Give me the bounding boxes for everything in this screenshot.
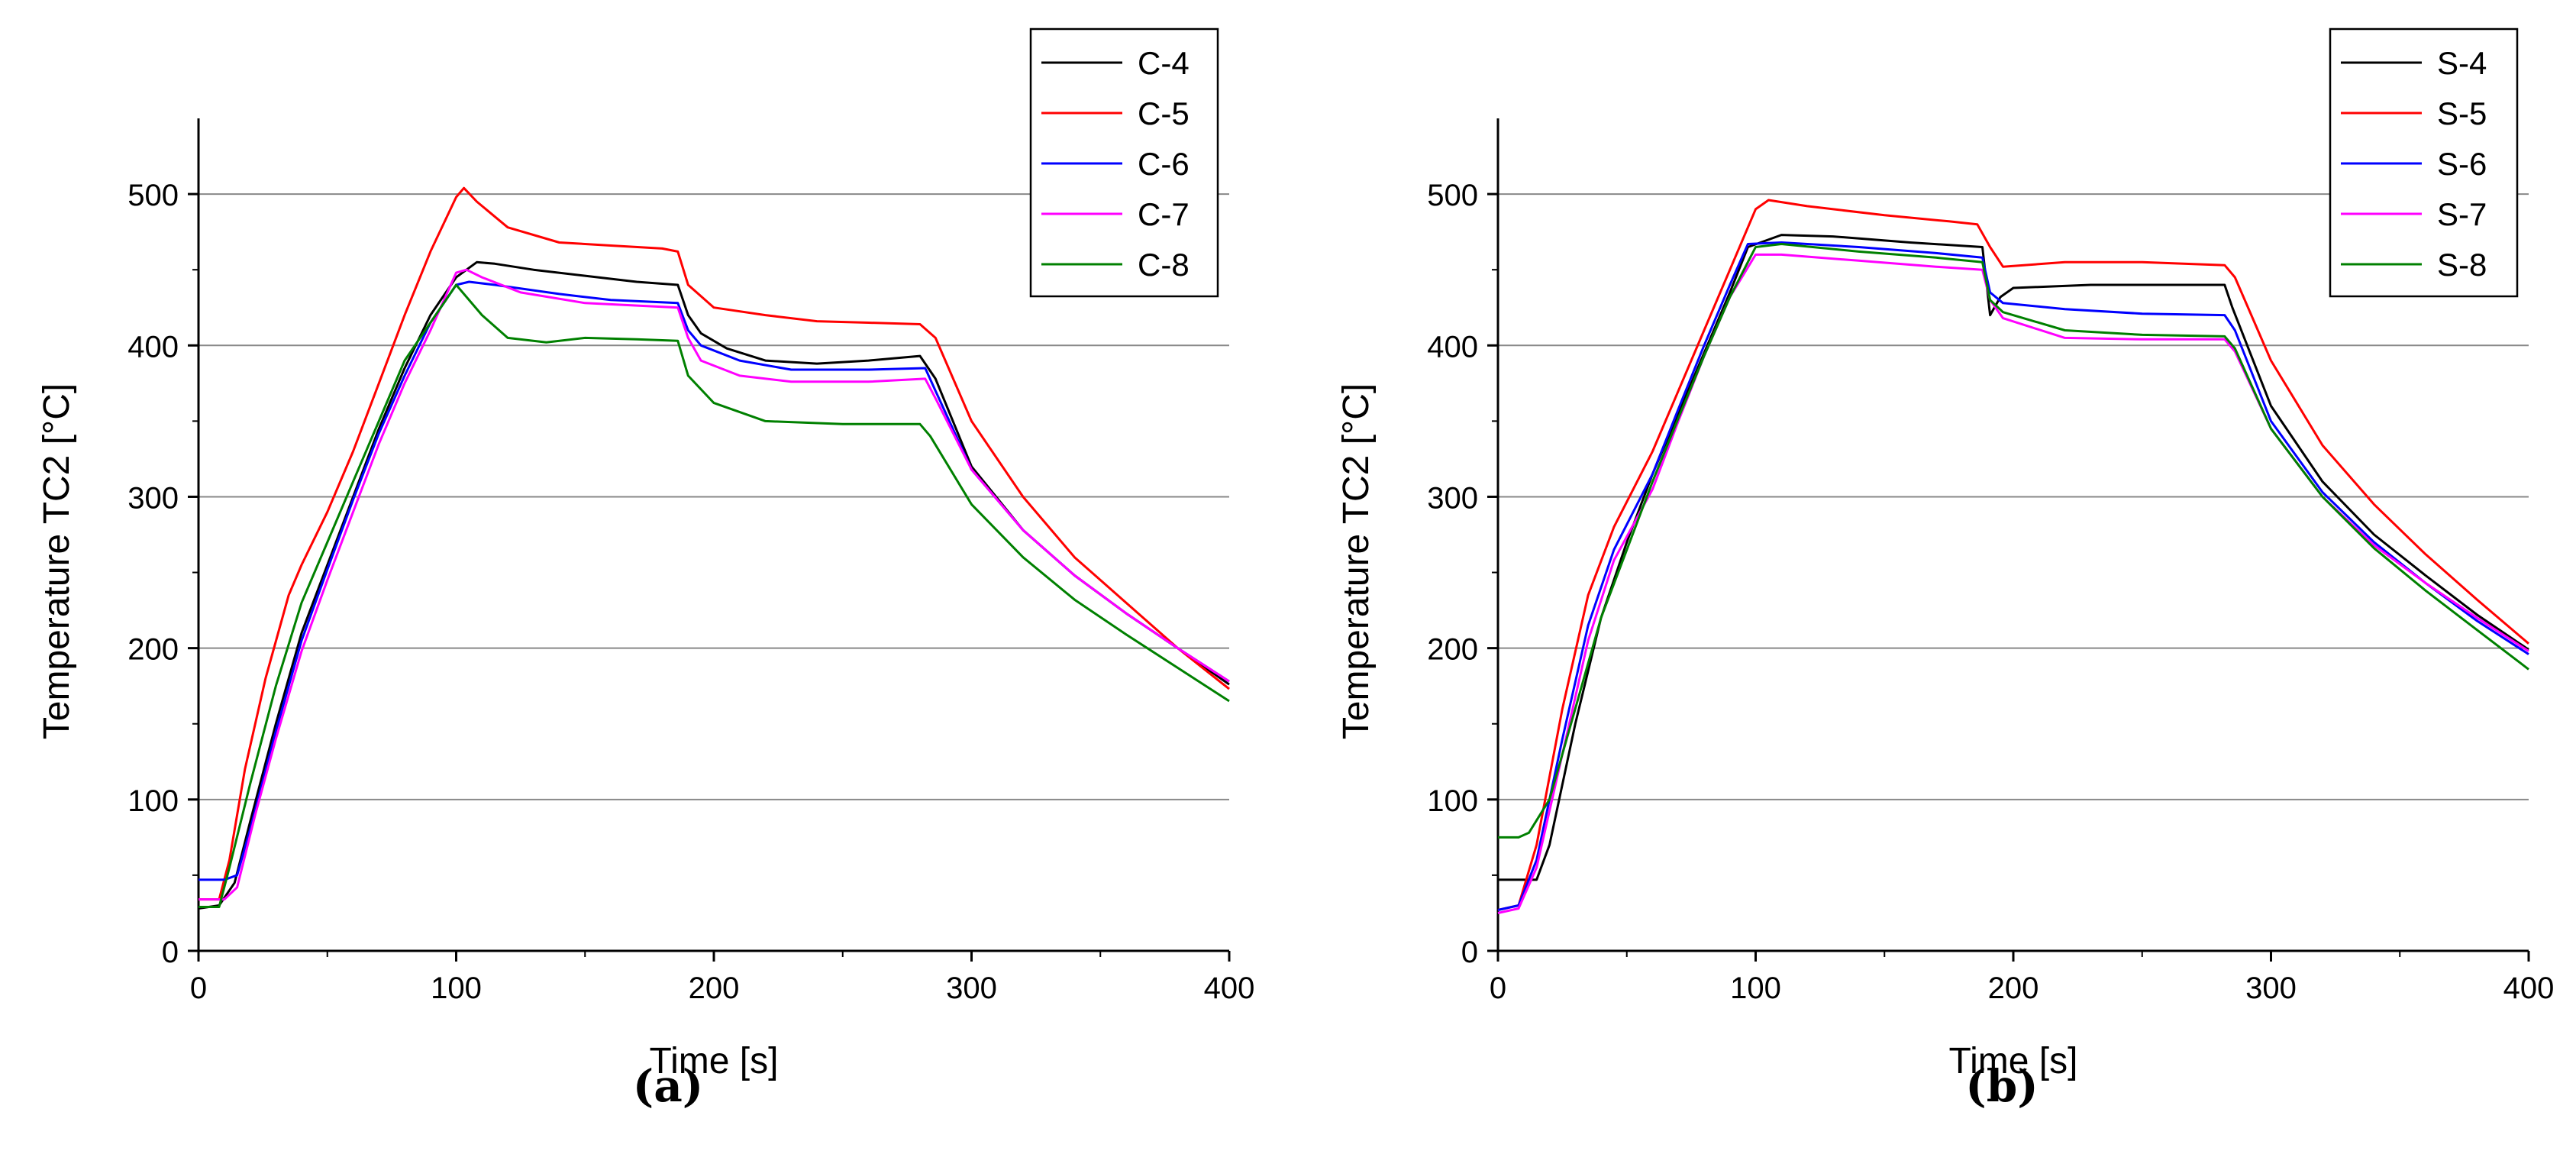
legend-label-s-5: S-5 xyxy=(2437,95,2487,131)
series-line-s-8 xyxy=(1498,243,2529,839)
legend-label-s-8: S-8 xyxy=(2437,247,2487,283)
y-tick-label-0-b: 0 xyxy=(1461,936,1478,969)
legend-label-c-8: C-8 xyxy=(1138,247,1190,283)
legend-label-c-7: C-7 xyxy=(1138,196,1190,232)
y-tick-label-100-b: 100 xyxy=(1427,784,1478,818)
y-axis-title-b: Temperature TC2 [°C] xyxy=(1336,383,1377,739)
y-tick-label-400-b: 400 xyxy=(1427,330,1478,364)
y-tick-label-0-a: 0 xyxy=(162,936,179,969)
x-tick-label-300-a: 300 xyxy=(946,971,997,1005)
legend-label-c-5: C-5 xyxy=(1138,95,1190,131)
legend-label-s-4: S-4 xyxy=(2437,45,2487,81)
x-tick-label-100-b: 100 xyxy=(1730,971,1781,1005)
legend-label-c-6: C-6 xyxy=(1138,146,1190,182)
legend-label-c-4: C-4 xyxy=(1138,45,1190,81)
x-tick-label-0-b: 0 xyxy=(1490,971,1506,1005)
legend-label-s-7: S-7 xyxy=(2437,196,2487,232)
x-tick-label-400-b: 400 xyxy=(2503,971,2555,1005)
series-line-c-6 xyxy=(199,280,1230,881)
series-line-s-7 xyxy=(1497,253,2529,914)
y-tick-label-300-b: 300 xyxy=(1427,481,1478,515)
x-axis-title-b: Time [s] xyxy=(1949,1041,2078,1081)
x-axis-title-a: Time [s] xyxy=(650,1041,779,1081)
y-tick-label-500-a: 500 xyxy=(128,179,179,212)
panel-label-b: (b) xyxy=(1965,1060,2039,1112)
x-tick-label-200-b: 200 xyxy=(1988,971,2039,1005)
x-tick-label-400-a: 400 xyxy=(1204,971,1255,1005)
series-line-s-4 xyxy=(1498,234,2529,881)
chart-a: 0 100 200 300 400 500 0 100 200 300 400 Time [s] Tem… xyxy=(37,27,1255,1081)
series-line-c-5 xyxy=(199,186,1230,901)
y-tick-label-300-a: 300 xyxy=(128,481,179,515)
x-tick-label-300-b: 300 xyxy=(2245,971,2297,1005)
series-line-s-6 xyxy=(1497,241,2529,911)
series-line-c-8 xyxy=(199,283,1230,908)
chart-panel-b: 0 100 200 300 400 500 0 100 200 300 400 Time [s] Tem… xyxy=(1288,0,2576,1167)
y-tick-label-100-a: 100 xyxy=(128,784,179,818)
x-tick-label-200-a: 200 xyxy=(689,971,740,1005)
series-line-c-7 xyxy=(199,268,1230,901)
y-tick-label-500-b: 500 xyxy=(1427,179,1478,212)
x-tick-label-0-a: 0 xyxy=(190,971,207,1005)
x-tick-label-100-a: 100 xyxy=(431,971,482,1005)
legend-label-s-6: S-6 xyxy=(2437,146,2487,182)
y-tick-label-200-b: 200 xyxy=(1427,633,1478,667)
series-line-c-4 xyxy=(198,260,1230,910)
y-tick-label-200-a: 200 xyxy=(128,633,179,667)
series-line-s-5 xyxy=(1497,199,2529,911)
y-tick-label-400-a: 400 xyxy=(128,330,179,364)
chart-b: 0 100 200 300 400 500 0 100 200 300 400 Time [s] Tem… xyxy=(1336,27,2555,1081)
panel-label-a: (a) xyxy=(632,1060,704,1112)
y-axis-title-a: Temperature TC2 [°C] xyxy=(37,383,77,739)
chart-panel-a: 0 100 200 300 400 500 0 100 200 300 400 Time [s] Tem… xyxy=(37,27,1255,1112)
